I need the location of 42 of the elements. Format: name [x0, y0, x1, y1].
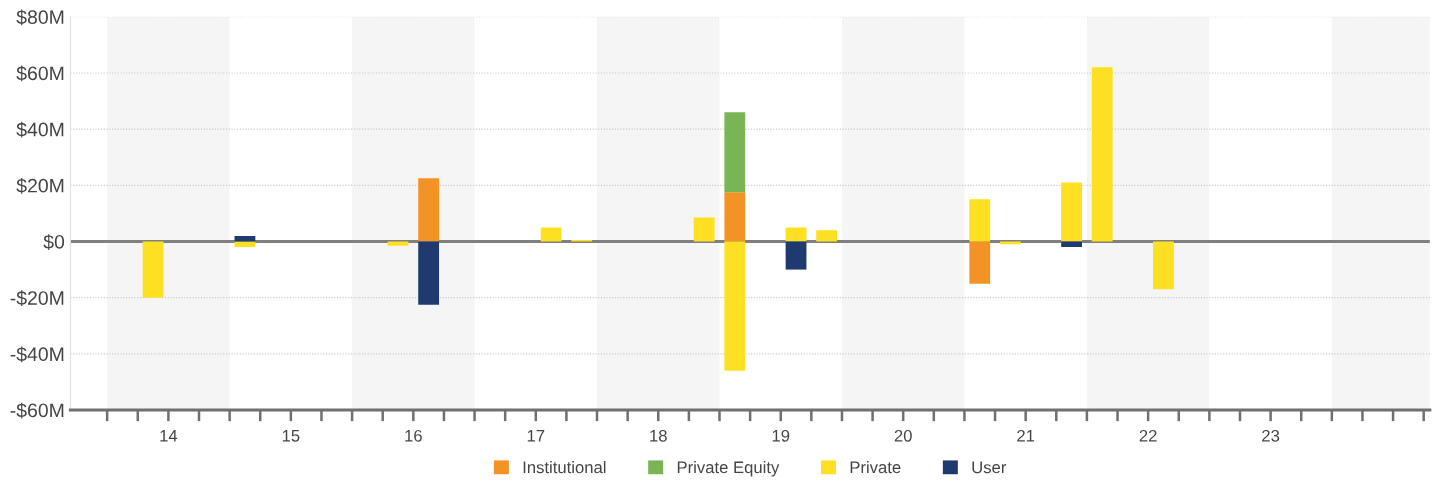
- x-tick-label: 17: [527, 430, 545, 442]
- y-tick-label: $60M: [16, 65, 64, 82]
- legend-label: User: [972, 461, 1007, 474]
- bar: [1061, 241, 1082, 248]
- bar: [693, 217, 715, 242]
- x-tick-label: 14: [160, 430, 178, 442]
- x-tick-label: 19: [772, 429, 790, 442]
- bar: [724, 112, 746, 193]
- bar: [724, 241, 746, 371]
- y-tick-label: $80M: [16, 9, 64, 26]
- bar: [418, 178, 440, 242]
- bar: [234, 241, 256, 248]
- bar: [387, 241, 409, 246]
- bar: [816, 230, 838, 242]
- legend-label: Private: [850, 461, 901, 474]
- bar: [999, 241, 1021, 245]
- bar: [724, 192, 746, 242]
- x-tick-label: 20: [894, 429, 912, 442]
- x-tick-label: 21: [1017, 429, 1035, 442]
- y-tick-label: $20M: [16, 177, 64, 194]
- bar: [142, 241, 164, 298]
- bar: [418, 241, 440, 305]
- bar: [785, 227, 807, 242]
- legend-label: Private Equity: [677, 461, 780, 477]
- bar: [969, 241, 991, 284]
- bar: [1153, 241, 1174, 290]
- bar: [1091, 67, 1113, 242]
- y-tick-label: -$20M: [10, 290, 64, 307]
- y-tick-label: -$40M: [10, 346, 64, 363]
- x-tick-label: 23: [1262, 429, 1280, 442]
- x-tick-label: 15: [282, 430, 300, 442]
- x-tick-label: 16: [405, 429, 422, 442]
- y-tick-label: $0: [43, 234, 65, 250]
- bar: [540, 227, 562, 242]
- y-tick-label: -$60M: [10, 402, 64, 419]
- x-tick-label: 22: [1139, 429, 1157, 442]
- x-tick-label: 18: [650, 429, 667, 442]
- bar: [969, 199, 991, 242]
- bar: [785, 241, 807, 270]
- bar: [1061, 182, 1082, 242]
- legend-label: Institutional: [523, 461, 606, 474]
- y-tick-label: $40M: [16, 121, 64, 138]
